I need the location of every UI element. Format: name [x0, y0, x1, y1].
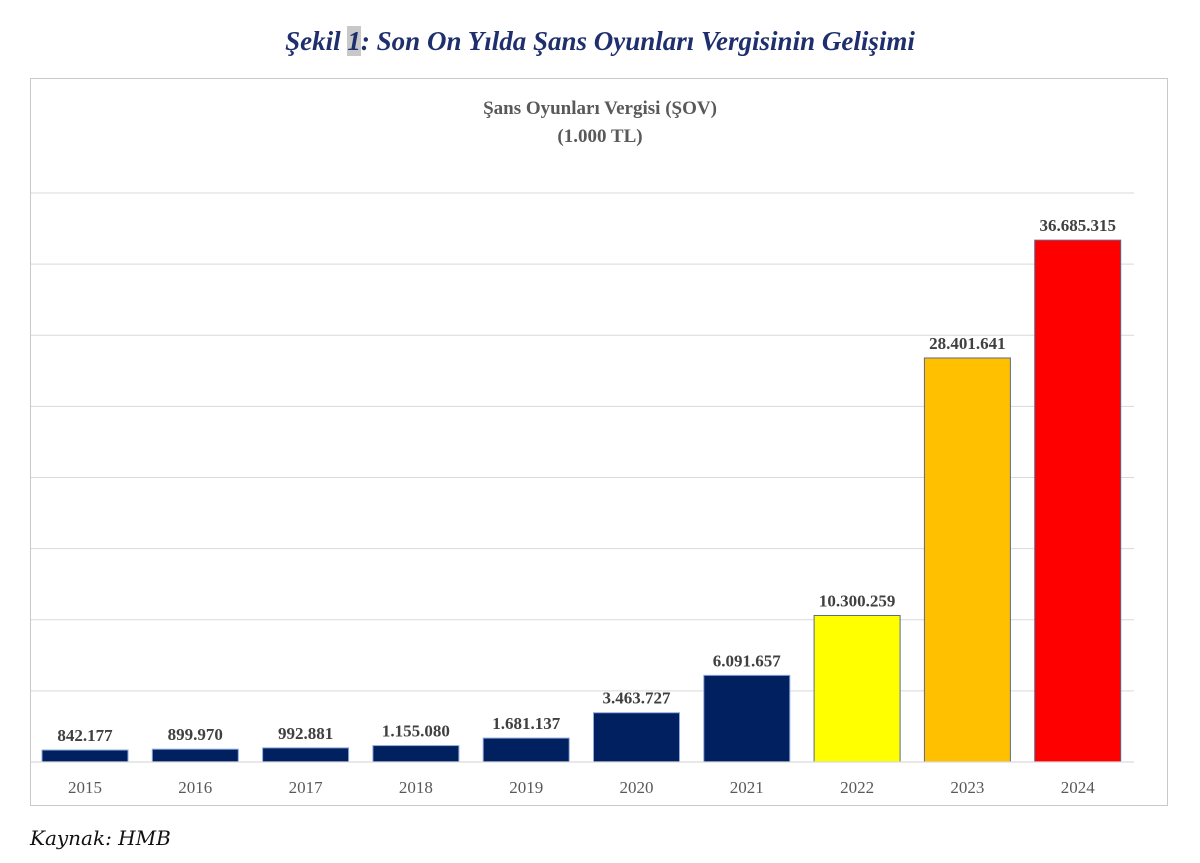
data-label-2016: 899.970 — [168, 725, 223, 744]
bar-2024 — [1034, 239, 1122, 763]
bar-2019 — [482, 737, 570, 763]
data-label-2024: 36.685.315 — [1039, 216, 1116, 235]
figure-title-text: : Son On Yılda Şans Oyunları Vergisinin … — [360, 26, 915, 56]
bar-2015 — [41, 749, 129, 763]
data-label-2018: 1.155.080 — [382, 722, 450, 741]
x-tick-2020: 2020 — [620, 778, 654, 797]
bar-2021 — [703, 674, 791, 763]
data-labels: 842.177 899.970 992.881 1.155.080 1.681.137 3… — [57, 216, 1116, 745]
chart-area: Şans Oyunları Vergisi (ŞOV) (1.000 TL) 8… — [30, 78, 1168, 806]
bar-2022 — [813, 614, 901, 763]
source-note: Kaynak: HMB — [30, 826, 171, 850]
data-label-2021: 6.091.657 — [713, 651, 782, 670]
chart-title: Şans Oyunları Vergisi (ŞOV) — [483, 98, 717, 119]
figure-number: 1 — [347, 26, 361, 56]
data-label-2023: 28.401.641 — [929, 334, 1006, 353]
data-label-2020: 3.463.727 — [603, 689, 672, 708]
chart-subtitle: (1.000 TL) — [557, 126, 642, 147]
bar-2017 — [262, 747, 350, 763]
data-label-2019: 1.681.137 — [492, 714, 561, 733]
bar-2020 — [593, 712, 680, 763]
x-tick-2021: 2021 — [730, 778, 764, 797]
figure-title-prefix: Şekil — [285, 26, 348, 56]
bar-2018 — [372, 745, 460, 763]
x-tick-2015: 2015 — [68, 778, 102, 797]
x-axis-tick-labels: 2015 2016 2017 2018 2019 2020 2021 2022 2023 2024 — [68, 778, 1095, 797]
x-tick-2019: 2019 — [509, 778, 543, 797]
bar-2016 — [151, 748, 239, 763]
data-label-2017: 992.881 — [278, 724, 333, 743]
x-tick-2024: 2024 — [1061, 778, 1096, 797]
bar-chart: Şans Oyunları Vergisi (ŞOV) (1.000 TL) 8… — [31, 98, 1134, 797]
gridlines — [31, 192, 1134, 692]
bar-2023 — [923, 357, 1011, 763]
x-tick-2017: 2017 — [289, 778, 324, 797]
bars — [41, 239, 1122, 763]
figure-title: Şekil 1: Son On Yılda Şans Oyunları Verg… — [0, 26, 1200, 57]
x-tick-2023: 2023 — [950, 778, 984, 797]
data-label-2015: 842.177 — [57, 726, 113, 745]
x-tick-2018: 2018 — [399, 778, 433, 797]
x-tick-2022: 2022 — [840, 778, 874, 797]
data-label-2022: 10.300.259 — [819, 591, 896, 610]
x-tick-2016: 2016 — [178, 778, 212, 797]
